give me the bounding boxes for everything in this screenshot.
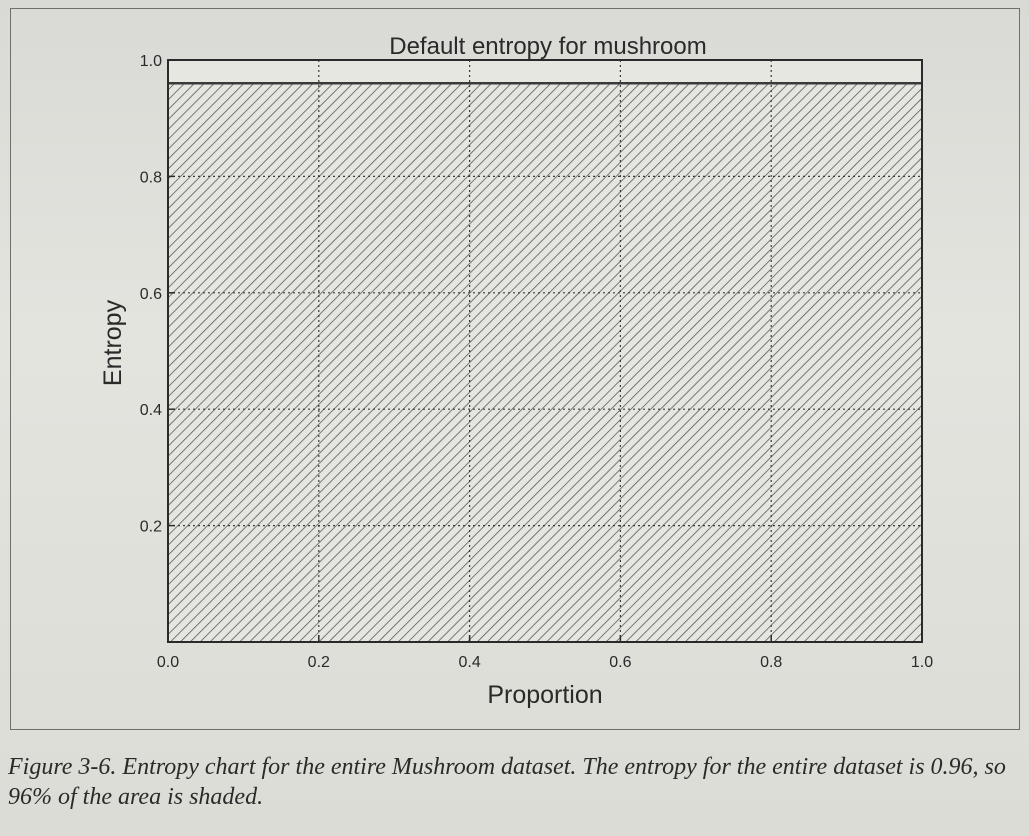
x-tick-label: 0.2 [308,654,330,671]
plot-area [168,60,922,642]
chart-title: Default entropy for mushroom [389,33,706,60]
y-tick-label: 0.8 [140,169,162,186]
x-tick-label: 0.8 [760,654,782,671]
figure-caption: Figure 3-6. Entropy chart for the entire… [8,754,1006,810]
x-tick-label: 0.0 [157,654,179,671]
x-tick-label: 1.0 [911,654,933,671]
axes: 1.0 0.8 0.6 0.4 0.2 0.0 0.2 0.4 0.6 0.8 1.0 [140,53,933,671]
entropy-area [168,83,922,642]
entropy-chart: 1.0 0.8 0.6 0.4 0.2 0.0 0.2 0.4 0.6 0.8 1.0 Defaul… [99,33,933,709]
x-tick-label: 0.6 [609,654,631,671]
y-axis-label: Entropy [99,299,127,386]
y-tick-label: 0.2 [140,519,162,536]
plot-frame [167,59,923,643]
gridlines [168,60,922,642]
y-tick-label: 0.4 [140,402,162,419]
y-tick-label: 1.0 [140,53,162,70]
y-tick-label: 0.6 [140,286,162,303]
x-axis-label: Proportion [487,681,602,709]
x-tick-label: 0.4 [458,654,480,671]
figure-frame [10,8,1020,730]
